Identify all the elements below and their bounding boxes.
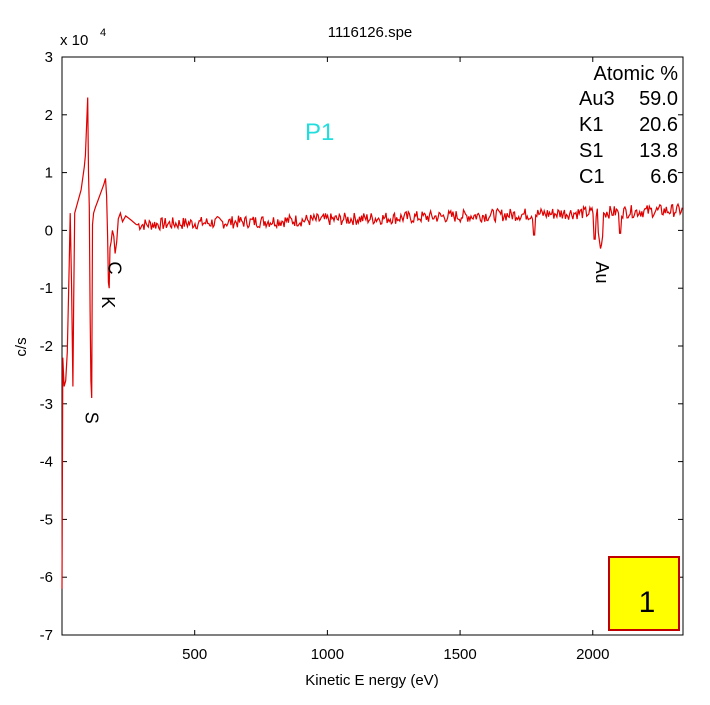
- peak-label-k: K: [98, 296, 118, 308]
- table-header: Atomic %: [594, 63, 679, 85]
- y-multiplier-label: x 10: [60, 32, 88, 49]
- y-tick-label: -7: [40, 627, 53, 644]
- y-tick-label: -1: [40, 280, 53, 297]
- y-tick-label: 2: [45, 107, 53, 124]
- table-row-element: S1: [579, 140, 603, 162]
- axes: 500 1000 1500 2000 3 2 1 0 -1 -2 -3 -4 -5 -6 -7: [40, 49, 684, 663]
- x-tick-label: 2000: [576, 646, 609, 663]
- y-tick-label: -2: [40, 338, 53, 355]
- table-row-element: Au3: [579, 88, 615, 110]
- y-tick-label: 0: [45, 222, 53, 239]
- x-tick-label: 1000: [311, 646, 344, 663]
- peak-label-s: S: [82, 412, 102, 424]
- table-row-value: 6.6: [650, 166, 678, 188]
- table-row-value: 13.8: [639, 140, 678, 162]
- y-tick-label: -6: [40, 569, 53, 586]
- x-tick-label: 1500: [443, 646, 476, 663]
- peak-label-au: Au: [592, 262, 612, 284]
- x-axis-label: Kinetic E nergy (eV): [305, 672, 438, 689]
- chart-marks: S K C Au: [61, 97, 683, 589]
- composition-table: Atomic % Au3 59.0 K1 20.6 S1 13.8 C1 6.6: [579, 63, 678, 188]
- y-tick-label: 1: [45, 165, 53, 182]
- y-tick-label: -3: [40, 396, 53, 413]
- table-row-value: 59.0: [639, 88, 678, 110]
- table-row-value: 20.6: [639, 114, 678, 136]
- y-multiplier-exponent: 4: [100, 27, 106, 39]
- spectrum-line: [61, 97, 683, 589]
- table-row-element: K1: [579, 114, 603, 136]
- y-tick-label: -5: [40, 511, 53, 528]
- inset-label-p1: P1: [305, 119, 334, 146]
- y-tick-label: -4: [40, 454, 53, 471]
- badge-box: [608, 556, 680, 631]
- figure-badge: 1: [608, 556, 680, 631]
- y-axis-label: c/s: [13, 337, 30, 356]
- badge-number: 1: [639, 586, 656, 619]
- chart-title: 1116126.spe: [328, 24, 413, 41]
- table-row-element: C1: [579, 166, 605, 188]
- x-tick-label: 500: [182, 646, 207, 663]
- peak-label-c: C: [105, 262, 125, 275]
- y-tick-label: 3: [45, 49, 53, 66]
